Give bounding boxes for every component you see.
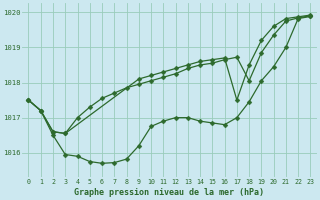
X-axis label: Graphe pression niveau de la mer (hPa): Graphe pression niveau de la mer (hPa)	[75, 188, 264, 197]
